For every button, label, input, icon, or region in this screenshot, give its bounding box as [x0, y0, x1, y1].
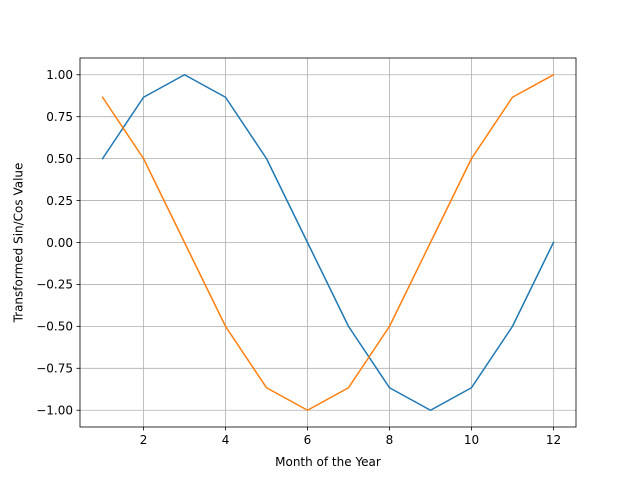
series-group — [101, 73, 555, 411]
x-tick-label: 12 — [546, 433, 561, 447]
x-tick-label: 2 — [140, 433, 148, 447]
series-line-2 — [101, 73, 555, 411]
x-axis-label: Month of the Year — [275, 455, 381, 469]
x-tick-label: 4 — [222, 433, 230, 447]
x-tick-label: 6 — [304, 433, 312, 447]
x-axis: 2 4 6 8 10 12 — [140, 427, 561, 447]
y-tick-label: −1.00 — [36, 404, 73, 418]
y-tick-label: 0.25 — [46, 194, 73, 208]
x-tick-label: 10 — [464, 433, 479, 447]
y-tick-label: 0.50 — [46, 152, 73, 166]
series-line-1 — [101, 74, 555, 411]
y-tick-label: 1.00 — [46, 68, 73, 82]
y-axis-label: Transformed Sin/Cos Value — [12, 163, 26, 324]
y-axis: −1.00 −0.75 −0.50 −0.25 0.00 0.25 0.50 0.75 1.00 — [36, 68, 80, 418]
y-tick-label: −0.25 — [36, 278, 73, 292]
x-tick-label: 8 — [386, 433, 394, 447]
y-tick-label: −0.75 — [36, 362, 73, 376]
y-tick-label: −0.50 — [36, 320, 73, 334]
y-tick-label: 0.75 — [46, 110, 73, 124]
y-tick-label: 0.00 — [46, 236, 73, 250]
